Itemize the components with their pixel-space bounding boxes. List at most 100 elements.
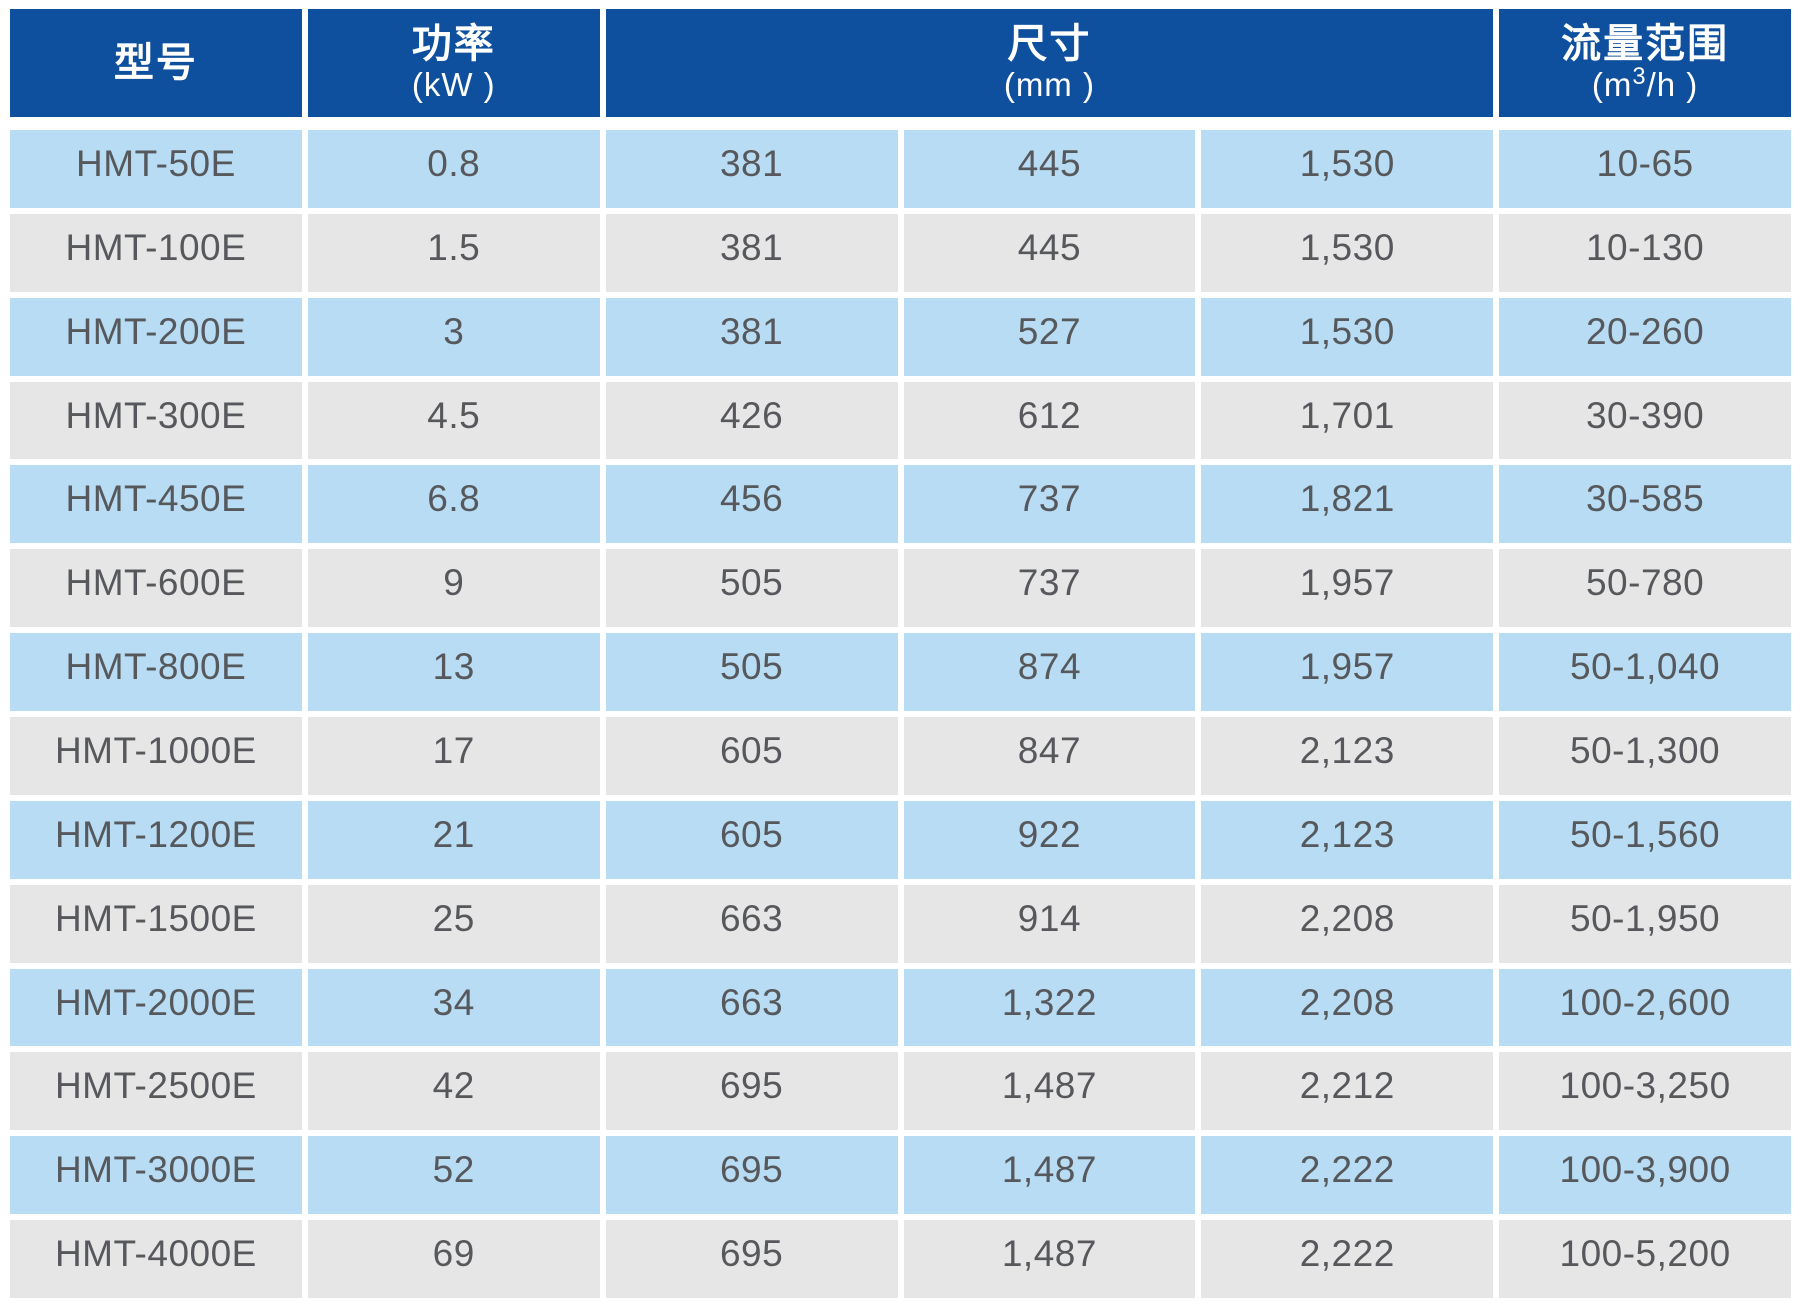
model-cell: HMT-50E xyxy=(10,130,302,208)
header-flow-range-title: 流量范围 xyxy=(1561,22,1730,67)
flow-cell: 50-780 xyxy=(1499,549,1791,628)
table-row: HMT-1500E 25 663 914 2,208 50-1,950 xyxy=(10,884,1791,963)
dim-cell: 456 xyxy=(605,465,898,544)
power-cell: 6.8 xyxy=(307,465,600,544)
flow-cell: 20-260 xyxy=(1499,297,1791,376)
power-cell: 4.5 xyxy=(307,381,600,460)
model-cell: HMT-2000E xyxy=(10,968,302,1047)
header-flow-range: 流量范围 (m3/h ) xyxy=(1499,9,1791,117)
dim-cell: 1,530 xyxy=(1201,130,1494,208)
dim-cell: 445 xyxy=(903,213,1196,292)
dim-cell: 663 xyxy=(605,884,898,963)
table-row: HMT-450E 6.8 456 737 1,821 30-585 xyxy=(10,465,1791,544)
table-row: HMT-100E 1.5 381 445 1,530 10-130 xyxy=(10,213,1791,292)
dim-cell: 445 xyxy=(903,130,1196,208)
power-cell: 21 xyxy=(307,800,600,879)
dim-cell: 847 xyxy=(903,717,1196,795)
model-cell: HMT-2500E xyxy=(10,1052,302,1131)
dim-cell: 1,530 xyxy=(1201,213,1494,292)
power-cell: 69 xyxy=(307,1220,600,1299)
model-cell: HMT-4000E xyxy=(10,1220,302,1299)
dim-cell: 1,530 xyxy=(1201,297,1494,376)
flow-cell: 50-1,300 xyxy=(1499,717,1791,795)
table-row: HMT-200E 3 381 527 1,530 20-260 xyxy=(10,297,1791,376)
flow-cell: 100-5,200 xyxy=(1499,1220,1791,1299)
dim-cell: 2,123 xyxy=(1201,800,1494,879)
table-row: HMT-4000E 69 695 1,487 2,222 100-5,200 xyxy=(10,1220,1791,1299)
flow-cell: 50-1,950 xyxy=(1499,884,1791,963)
dim-cell: 2,208 xyxy=(1201,968,1494,1047)
table-row: HMT-50E 0.8 381 445 1,530 10-65 xyxy=(10,130,1791,208)
dim-cell: 1,821 xyxy=(1201,465,1494,544)
dim-cell: 605 xyxy=(605,800,898,879)
dim-cell: 663 xyxy=(605,968,898,1047)
dim-cell: 737 xyxy=(903,465,1196,544)
dim-cell: 2,123 xyxy=(1201,717,1494,795)
power-cell: 1.5 xyxy=(307,213,600,292)
power-cell: 0.8 xyxy=(307,130,600,208)
dim-cell: 914 xyxy=(903,884,1196,963)
model-cell: HMT-200E xyxy=(10,297,302,376)
table-row: HMT-1000E 17 605 847 2,123 50-1,300 xyxy=(10,717,1791,795)
dim-cell: 605 xyxy=(605,717,898,795)
model-cell: HMT-3000E xyxy=(10,1136,302,1215)
flow-cell: 30-585 xyxy=(1499,465,1791,544)
dim-cell: 695 xyxy=(605,1220,898,1299)
power-cell: 42 xyxy=(307,1052,600,1131)
dim-cell: 2,208 xyxy=(1201,884,1494,963)
flow-cell: 100-2,600 xyxy=(1499,968,1791,1047)
flow-cell: 10-65 xyxy=(1499,130,1791,208)
header-model: 型号 xyxy=(10,9,302,117)
table-row: HMT-2000E 34 663 1,322 2,208 100-2,600 xyxy=(10,968,1791,1047)
power-cell: 34 xyxy=(307,968,600,1047)
dim-cell: 505 xyxy=(605,549,898,628)
dim-cell: 1,957 xyxy=(1201,633,1494,712)
dim-cell: 874 xyxy=(903,633,1196,712)
dim-cell: 1,487 xyxy=(903,1052,1196,1131)
header-power: 功率 (kW ) xyxy=(307,9,600,117)
dim-cell: 1,487 xyxy=(903,1220,1196,1299)
dim-cell: 1,957 xyxy=(1201,549,1494,628)
power-cell: 25 xyxy=(307,884,600,963)
flow-unit-superscript: 3 xyxy=(1632,62,1647,90)
dim-cell: 2,222 xyxy=(1201,1220,1494,1299)
flow-cell: 30-390 xyxy=(1499,381,1791,460)
table-row: HMT-800E 13 505 874 1,957 50-1,040 xyxy=(10,633,1791,712)
dim-cell: 505 xyxy=(605,633,898,712)
model-cell: HMT-1500E xyxy=(10,884,302,963)
model-cell: HMT-800E xyxy=(10,633,302,712)
dim-cell: 2,222 xyxy=(1201,1136,1494,1215)
dim-cell: 1,701 xyxy=(1201,381,1494,460)
header-dimensions-title: 尺寸 xyxy=(1007,22,1092,67)
flow-cell: 10-130 xyxy=(1499,213,1791,292)
header-power-title: 功率 xyxy=(411,22,496,67)
dim-cell: 527 xyxy=(903,297,1196,376)
model-cell: HMT-1200E xyxy=(10,800,302,879)
model-cell: HMT-1000E xyxy=(10,717,302,795)
dim-cell: 1,322 xyxy=(903,968,1196,1047)
dim-cell: 381 xyxy=(605,297,898,376)
table-row: HMT-3000E 52 695 1,487 2,222 100-3,900 xyxy=(10,1136,1791,1215)
power-cell: 13 xyxy=(307,633,600,712)
dim-cell: 1,487 xyxy=(903,1136,1196,1215)
power-cell: 3 xyxy=(307,297,600,376)
header-flow-range-unit: (m3/h ) xyxy=(1591,65,1699,104)
flow-cell: 50-1,560 xyxy=(1499,800,1791,879)
flow-unit-prefix: (m xyxy=(1591,65,1633,103)
dim-cell: 695 xyxy=(605,1136,898,1215)
dim-cell: 381 xyxy=(605,130,898,208)
dim-cell: 695 xyxy=(605,1052,898,1131)
flow-unit-suffix: /h ) xyxy=(1646,65,1699,103)
dim-cell: 737 xyxy=(903,549,1196,628)
table-row: HMT-2500E 42 695 1,487 2,212 100-3,250 xyxy=(10,1052,1791,1131)
power-cell: 52 xyxy=(307,1136,600,1215)
model-cell: HMT-300E xyxy=(10,381,302,460)
dim-cell: 612 xyxy=(903,381,1196,460)
product-spec-table: 型号 功率 (kW ) 尺寸 (mm ) 流量范围 (m3/h ) HMT-50… xyxy=(10,9,1791,1299)
model-cell: HMT-100E xyxy=(10,213,302,292)
table-header-row: 型号 功率 (kW ) 尺寸 (mm ) 流量范围 (m3/h ) xyxy=(10,9,1791,117)
table-row: HMT-600E 9 505 737 1,957 50-780 xyxy=(10,549,1791,628)
header-dimensions-unit: (mm ) xyxy=(1003,65,1095,103)
dim-cell: 922 xyxy=(903,800,1196,879)
flow-cell: 50-1,040 xyxy=(1499,633,1791,712)
